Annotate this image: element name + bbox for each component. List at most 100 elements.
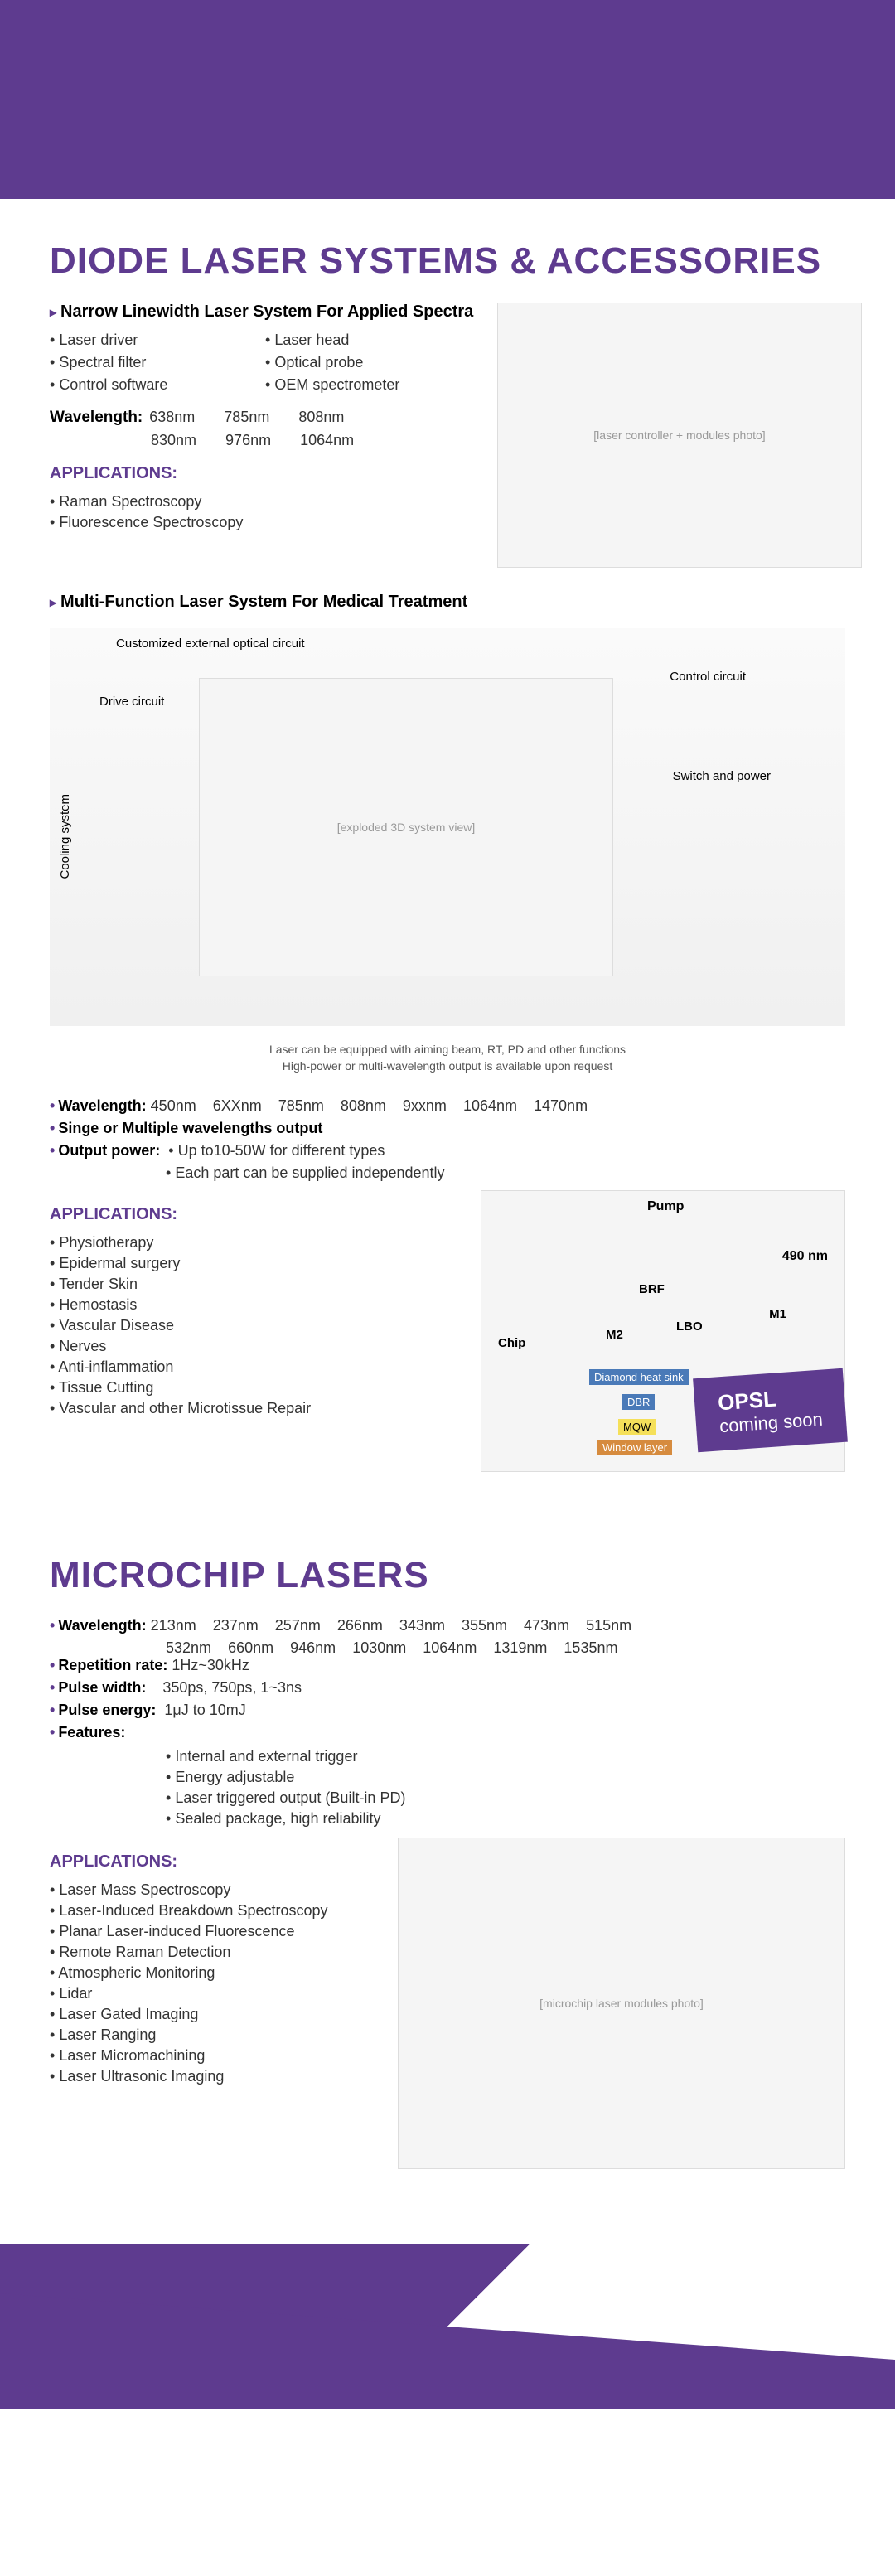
- diagram-caption-2: High-power or multi-wavelength output is…: [50, 1059, 845, 1073]
- wl: 1030nm: [352, 1639, 406, 1656]
- mc-features: •Features:: [50, 1724, 845, 1741]
- val: Each part can be supplied independently: [175, 1165, 444, 1181]
- apps-title-2: APPLICATIONS:: [50, 1205, 464, 1224]
- val: 350ps, 750ps, 1~3ns: [162, 1679, 302, 1696]
- wl: 532nm: [166, 1639, 211, 1656]
- apps-list-3: Laser Mass Spectroscopy Laser-Induced Br…: [50, 1880, 381, 2087]
- feature-item: Internal and external trigger: [166, 1746, 845, 1767]
- app-item: Laser Gated Imaging: [50, 2004, 381, 2025]
- spec-single-multi: •Singe or Multiple wavelengths output: [50, 1120, 845, 1137]
- app-item: Nerves: [50, 1336, 464, 1357]
- bullet: Spectral filter: [50, 354, 265, 371]
- wl: 237nm: [213, 1617, 259, 1634]
- wl: 1319nm: [493, 1639, 547, 1656]
- wl: 976nm: [225, 432, 271, 449]
- exploded-view-image: [exploded 3D system view]: [199, 678, 613, 976]
- spec-output-power: •Output power: • Up to10-50W for differe…: [50, 1142, 845, 1160]
- app-item: Tender Skin: [50, 1274, 464, 1295]
- wl: 1535nm: [564, 1639, 617, 1656]
- wavelength-row2: 830nm 976nm 1064nm: [151, 432, 481, 449]
- apps-title-3: APPLICATIONS:: [50, 1852, 381, 1871]
- bottom-purple-banner: [0, 2244, 895, 2409]
- diag-lbl: BRF: [639, 1282, 665, 1296]
- wl: 266nm: [337, 1617, 383, 1634]
- diag-lbl: Window layer: [597, 1440, 672, 1455]
- wl: 6XXnm: [213, 1097, 262, 1114]
- app-item: Physiotherapy: [50, 1232, 464, 1253]
- feature-item: Energy adjustable: [166, 1767, 845, 1788]
- diag-label: Drive circuit: [99, 695, 164, 709]
- diag-lbl: 490 nm: [782, 1249, 828, 1264]
- wl: 785nm: [278, 1097, 324, 1114]
- lbl: Wavelength:: [58, 1617, 146, 1634]
- diag-lbl: MQW: [618, 1419, 656, 1435]
- mc-pulse-width: •Pulse width: 350ps, 750ps, 1~3ns: [50, 1679, 845, 1697]
- wl: 808nm: [341, 1097, 386, 1114]
- app-item: Planar Laser-induced Fluorescence: [50, 1921, 381, 1942]
- feature-item: Laser triggered output (Built-in PD): [166, 1788, 845, 1809]
- apps-list-2: Physiotherapy Epidermal surgery Tender S…: [50, 1232, 464, 1419]
- wl: 473nm: [524, 1617, 569, 1634]
- app-item: Tissue Cutting: [50, 1378, 464, 1398]
- app-item: Laser Ranging: [50, 2025, 381, 2046]
- wl: 355nm: [462, 1617, 507, 1634]
- wl: 9xxnm: [403, 1097, 447, 1114]
- diag-label: Customized external optical circuit: [116, 637, 305, 651]
- wl: 830nm: [151, 432, 196, 449]
- val: 1Hz~30kHz: [172, 1657, 249, 1673]
- wl: 1470nm: [534, 1097, 588, 1114]
- lbl: Repetition rate:: [58, 1657, 167, 1673]
- wl: 785nm: [224, 409, 269, 426]
- lbl: Pulse width:: [58, 1679, 146, 1696]
- wl: 1064nm: [423, 1639, 477, 1656]
- app-item: Hemostasis: [50, 1295, 464, 1315]
- product-photo-1: [laser controller + modules photo]: [497, 303, 862, 568]
- wl: 946nm: [290, 1639, 336, 1656]
- bullet: Laser head: [265, 332, 481, 349]
- app-item: Vascular Disease: [50, 1315, 464, 1336]
- microchip-products-photo: [microchip laser modules photo]: [398, 1838, 845, 2169]
- diag-lbl: Diamond heat sink: [589, 1369, 689, 1385]
- apps-title-1: APPLICATIONS:: [50, 464, 481, 483]
- section1-bullets: Laser driver Laser head Spectral filter …: [50, 332, 481, 394]
- mc-rep-rate: •Repetition rate: 1Hz~30kHz: [50, 1657, 845, 1674]
- feature-item: Sealed package, high reliability: [166, 1809, 845, 1829]
- app-item: Remote Raman Detection: [50, 1942, 381, 1963]
- section1-title: DIODE LASER SYSTEMS & ACCESSORIES: [50, 240, 845, 282]
- lbl: Pulse energy:: [58, 1702, 156, 1718]
- wl: 1064nm: [300, 432, 354, 449]
- wavelength-label: Wavelength:: [50, 409, 143, 427]
- spec-wavelength-2: •Wavelength: 450nm 6XXnm 785nm 808nm 9xx…: [50, 1097, 845, 1115]
- lbl: Features:: [58, 1724, 125, 1741]
- top-purple-banner: [0, 0, 895, 199]
- app-item: Laser Ultrasonic Imaging: [50, 2066, 381, 2087]
- app-item: Atmospheric Monitoring: [50, 1963, 381, 1983]
- app-item: Epidermal surgery: [50, 1253, 464, 1274]
- app-item: Laser Mass Spectroscopy: [50, 1880, 381, 1901]
- spec-output-power-2: • Each part can be supplied independentl…: [166, 1165, 845, 1182]
- bullet: OEM spectrometer: [265, 376, 481, 394]
- app-item: Laser Micromachining: [50, 2046, 381, 2066]
- section2-title: MICROCHIP LASERS: [50, 1555, 845, 1596]
- app-item: Raman Spectroscopy: [50, 491, 481, 512]
- diag-lbl: Chip: [498, 1336, 525, 1350]
- mc-wavelength: •Wavelength: 213nm 237nm 257nm 266nm 343…: [50, 1617, 845, 1634]
- mc-pulse-energy: •Pulse energy: 1μJ to 10mJ: [50, 1702, 845, 1719]
- apps-list-1: Raman Spectroscopy Fluorescence Spectros…: [50, 491, 481, 533]
- diag-lbl: DBR: [622, 1394, 655, 1410]
- app-item: Lidar: [50, 1983, 381, 2004]
- wl: 450nm: [151, 1097, 196, 1114]
- app-item: Anti-inflammation: [50, 1357, 464, 1378]
- lbl: Output power:: [58, 1142, 160, 1159]
- val: Up to10-50W for different types: [178, 1142, 385, 1159]
- diagram-caption-1: Laser can be equipped with aiming beam, …: [50, 1043, 845, 1056]
- diag-label: Switch and power: [673, 769, 771, 783]
- section1-sub1: Narrow Linewidth Laser System For Applie…: [50, 303, 481, 322]
- mc-wavelength-r2: 532nm 660nm 946nm 1030nm 1064nm 1319nm 1…: [166, 1639, 845, 1657]
- section1-sub2: Multi-Function Laser System For Medical …: [50, 593, 845, 612]
- wl: 257nm: [275, 1617, 321, 1634]
- app-item: Fluorescence Spectroscopy: [50, 512, 481, 533]
- bullet: Control software: [50, 376, 265, 394]
- wl: 213nm: [151, 1617, 196, 1634]
- diag-lbl: LBO: [676, 1319, 703, 1334]
